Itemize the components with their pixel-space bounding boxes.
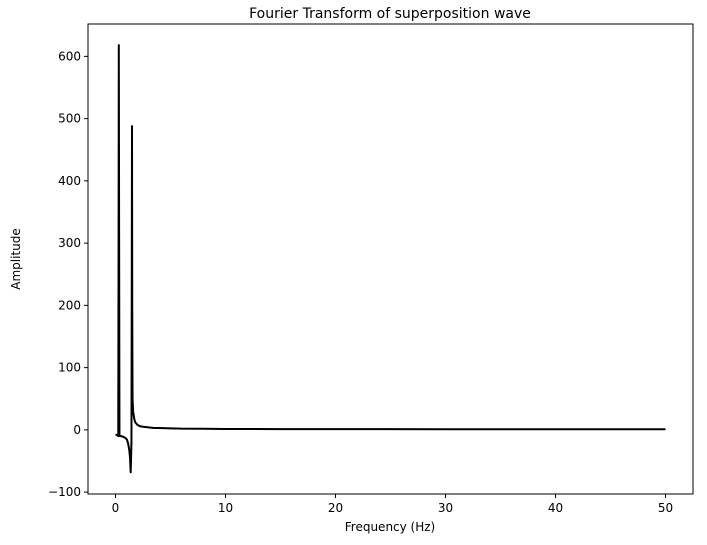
x-axis-label: Frequency (Hz): [345, 520, 436, 534]
series-line-0: [115, 44, 666, 474]
y-tick-label: 0: [73, 423, 81, 437]
x-ticks: 0 10 20 30 40 50: [112, 494, 673, 515]
x-tick-label: 40: [548, 501, 563, 515]
x-tick-label: 20: [328, 501, 343, 515]
y-tick-label: 500: [58, 112, 81, 126]
x-tick-label: 10: [218, 501, 233, 515]
y-axis-label: Amplitude: [9, 228, 23, 290]
y-tick-label: 200: [58, 298, 81, 312]
series-layer: [115, 44, 666, 474]
plot-frame: [87, 23, 694, 495]
chart-title: Fourier Transform of superposition wave: [249, 6, 531, 22]
x-tick-label: 30: [438, 501, 453, 515]
y-ticks: −100 0 100 200 300 400 500 600: [48, 49, 88, 499]
x-tick-label: 0: [112, 501, 120, 515]
y-tick-label: 100: [58, 361, 81, 375]
y-tick-label: 400: [58, 174, 81, 188]
y-tick-label: −100: [48, 485, 81, 499]
x-tick-label: 50: [658, 501, 673, 515]
y-tick-label: 600: [58, 49, 81, 63]
y-tick-label: 300: [58, 236, 81, 250]
